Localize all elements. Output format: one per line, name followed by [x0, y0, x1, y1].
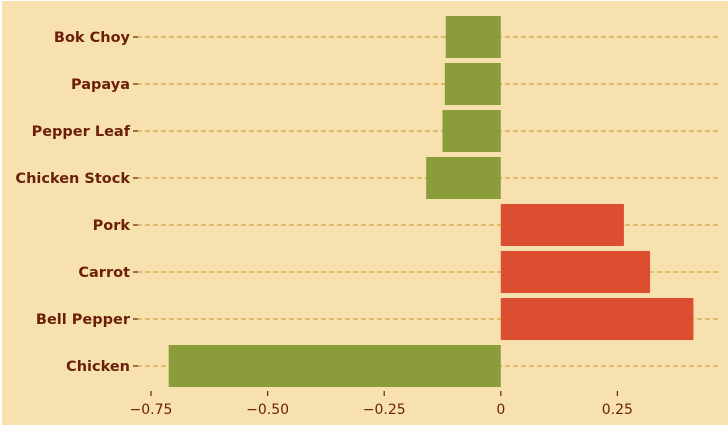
- bar: [500, 251, 651, 293]
- y-tick-label: Bok Choy: [54, 30, 131, 46]
- y-tick-label: Bell Pepper: [36, 312, 131, 328]
- x-tick-label: 0.25: [602, 402, 633, 418]
- bars: [168, 16, 694, 387]
- x-axis: −0.75 −0.50 −0.25 0 0.25: [130, 391, 633, 418]
- x-tick-label: −0.50: [246, 402, 289, 418]
- x-tick-label: 0: [496, 402, 505, 418]
- y-tick-label: Papaya: [71, 77, 130, 93]
- bar: [444, 63, 501, 105]
- x-tick-label: −0.25: [363, 402, 406, 418]
- bar: [442, 110, 501, 152]
- bar: [168, 345, 501, 387]
- y-axis: Bok Choy Papaya Pepper Leaf Chicken Stock Po…: [15, 30, 138, 375]
- bar: [500, 298, 694, 340]
- y-tick-label: Pepper Leaf: [32, 124, 131, 140]
- x-tick-label: −0.75: [130, 402, 173, 418]
- bar: [445, 16, 501, 58]
- bar: [500, 204, 624, 246]
- y-tick-label: Chicken Stock: [15, 171, 130, 187]
- y-tick-label: Carrot: [78, 265, 130, 281]
- y-tick-label: Pork: [93, 218, 131, 234]
- bar: [426, 157, 501, 199]
- y-tick-label: Chicken: [66, 359, 130, 375]
